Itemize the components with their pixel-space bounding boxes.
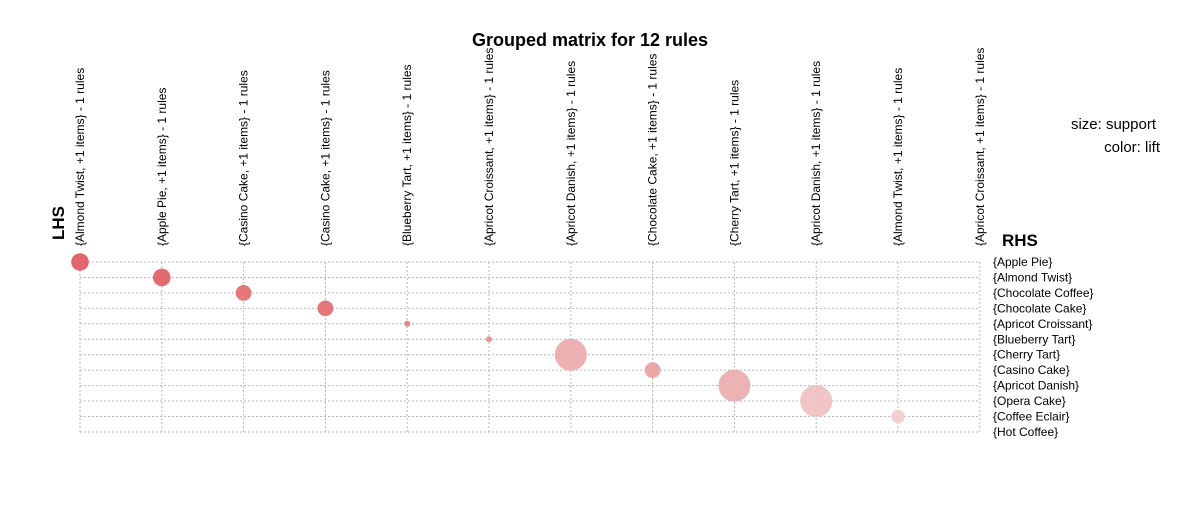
lhs-label: {Casino Cake, +1 items} - 1 rules	[318, 70, 332, 246]
rule-point	[71, 253, 89, 271]
lhs-label: {Chocolate Cake, +1 items} - 1 rules	[646, 54, 660, 246]
lhs-label: {Apricot Danish, +1 items} - 1 rules	[809, 61, 823, 246]
lhs-label: {Apricot Croissant, +1 items} - 1 rules	[482, 48, 496, 246]
rhs-label: {Blueberry Tart}	[993, 332, 1076, 346]
rhs-label: {Coffee Eclair}	[993, 410, 1070, 424]
lhs-labels: {Almond Twist, +1 items} - 1 rules {Apple…	[73, 48, 987, 246]
lhs-axis-title: LHS	[49, 206, 68, 240]
lhs-label: {Blueberry Tart, +1 items} - 1 rules	[400, 64, 414, 246]
lhs-label: {Almond Twist, +1 items} - 1 rules	[891, 68, 905, 246]
rhs-label: {Hot Coffee}	[993, 425, 1058, 439]
chart-title: Grouped matrix for 12 rules	[472, 30, 708, 50]
rule-point	[718, 369, 751, 402]
rule-point	[554, 338, 587, 371]
rule-point	[486, 336, 492, 343]
points	[71, 253, 905, 424]
rule-point	[891, 409, 905, 424]
rhs-label: {Chocolate Cake}	[993, 301, 1086, 315]
legend-color: color: lift	[1104, 139, 1161, 156]
rule-point	[235, 285, 252, 301]
rule-point	[404, 320, 411, 327]
rule-point	[153, 268, 171, 287]
rhs-label: {Chocolate Coffee}	[993, 286, 1094, 300]
rhs-label: {Almond Twist}	[993, 270, 1072, 284]
rhs-axis-title: RHS	[1002, 231, 1038, 250]
rhs-label: {Apricot Danish}	[993, 379, 1079, 393]
rhs-label: {Apple Pie}	[993, 255, 1052, 269]
lhs-label: {Almond Twist, +1 items} - 1 rules	[73, 68, 87, 246]
lhs-label: {Casino Cake, +1 items} - 1 rules	[237, 70, 251, 246]
rule-point	[800, 385, 833, 418]
rhs-label: {Casino Cake}	[993, 363, 1070, 377]
rhs-label: {Cherry Tart}	[993, 348, 1060, 362]
grid	[79, 261, 981, 433]
rule-point	[317, 300, 334, 317]
lhs-label: {Apricot Danish, +1 items} - 1 rules	[564, 61, 578, 246]
lhs-label: {Cherry Tart, +1 items} - 1 rules	[727, 80, 741, 246]
rhs-labels: {Apple Pie}{Almond Twist} {Chocolate Coff…	[993, 255, 1094, 439]
rhs-label: {Opera Cake}	[993, 394, 1066, 408]
lhs-label: {Apple Pie, +1 items} - 1 rules	[155, 88, 169, 246]
lhs-label: {Apricot Croissant, +1 items} - 1 rules	[973, 48, 987, 246]
rule-point	[644, 362, 661, 379]
rhs-label: {Apricot Croissant}	[993, 317, 1092, 331]
legend-size: size: support	[1071, 116, 1157, 133]
